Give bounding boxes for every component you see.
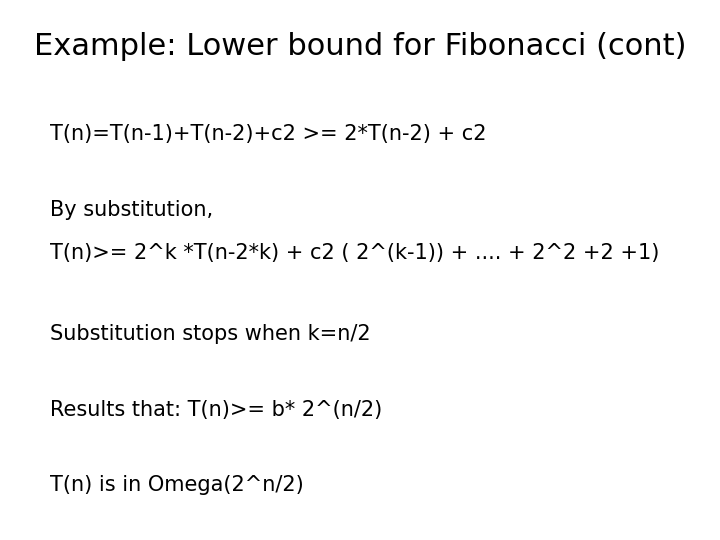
Text: Substitution stops when k=n/2: Substitution stops when k=n/2 <box>50 324 371 344</box>
Text: T(n)>= 2^k *T(n-2*k) + c2 ( 2^(k-1)) + .... + 2^2 +2 +1): T(n)>= 2^k *T(n-2*k) + c2 ( 2^(k-1)) + .… <box>50 243 660 263</box>
Text: By substitution,: By substitution, <box>50 200 214 220</box>
Text: Example: Lower bound for Fibonacci (cont): Example: Lower bound for Fibonacci (cont… <box>34 32 686 62</box>
Text: Results that: T(n)>= b* 2^(n/2): Results that: T(n)>= b* 2^(n/2) <box>50 400 382 420</box>
Text: T(n) is in Omega(2^n/2): T(n) is in Omega(2^n/2) <box>50 475 304 495</box>
Text: T(n)=T(n-1)+T(n-2)+c2 >= 2*T(n-2) + c2: T(n)=T(n-1)+T(n-2)+c2 >= 2*T(n-2) + c2 <box>50 124 487 144</box>
